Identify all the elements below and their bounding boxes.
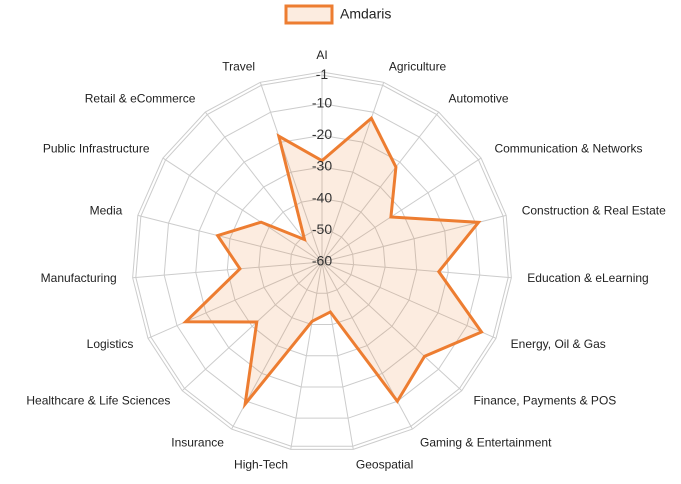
spoke xyxy=(321,111,440,263)
category-label: Insurance xyxy=(171,435,224,449)
category-label: Construction & Real Estate xyxy=(522,204,666,218)
outer-ring xyxy=(132,71,512,450)
spoke xyxy=(147,261,323,339)
grid-ring xyxy=(258,198,386,325)
spoke xyxy=(321,261,497,339)
y-tick-label: -10 xyxy=(312,94,332,110)
y-tick-label: -50 xyxy=(312,221,332,237)
y-tick-label: -1 xyxy=(316,66,329,82)
spoke xyxy=(321,261,512,279)
spoke xyxy=(290,261,323,450)
spoke xyxy=(321,261,463,392)
spoke xyxy=(321,157,482,263)
spoke xyxy=(259,82,323,263)
category-label: Energy, Oil & Gas xyxy=(511,337,606,351)
category-label: AI xyxy=(316,48,327,62)
grid-ring xyxy=(226,166,418,357)
category-label: Geospatial xyxy=(356,457,413,471)
y-tick-label: -20 xyxy=(312,126,332,142)
spoke xyxy=(321,82,385,263)
spoke xyxy=(137,214,323,263)
series-area xyxy=(182,115,484,410)
category-label: Finance, Payments & POS xyxy=(474,394,617,408)
category-label: High-Tech xyxy=(234,457,288,471)
category-label: Education & eLearning xyxy=(527,271,648,285)
grid-ring xyxy=(135,74,509,447)
category-label: Travel xyxy=(222,59,255,73)
category-label: Public Infrastructure xyxy=(43,142,150,156)
y-tick-label: -30 xyxy=(312,158,332,174)
category-label: Manufacturing xyxy=(41,271,117,285)
category-label: Media xyxy=(90,204,123,218)
spoke xyxy=(162,157,323,263)
grid-ring xyxy=(289,229,355,294)
spoke xyxy=(321,261,354,450)
category-label: Agriculture xyxy=(389,59,447,73)
legend-swatch xyxy=(284,4,334,25)
category-label: Gaming & Entertainment xyxy=(420,435,552,449)
y-tick-label: -60 xyxy=(312,253,332,269)
category-label: Healthcare & Life Sciences xyxy=(26,394,170,408)
category-label: Communication & Networks xyxy=(494,142,642,156)
grid-ring xyxy=(163,103,481,419)
category-label: Logistics xyxy=(87,337,134,351)
legend-label: Amdaris xyxy=(340,6,391,22)
grid-ring xyxy=(195,134,449,388)
category-label: Automotive xyxy=(449,92,509,106)
y-tick-label: -40 xyxy=(312,189,332,205)
spoke xyxy=(181,261,323,392)
category-label: Retail & eCommerce xyxy=(85,92,196,106)
spoke xyxy=(132,261,323,279)
